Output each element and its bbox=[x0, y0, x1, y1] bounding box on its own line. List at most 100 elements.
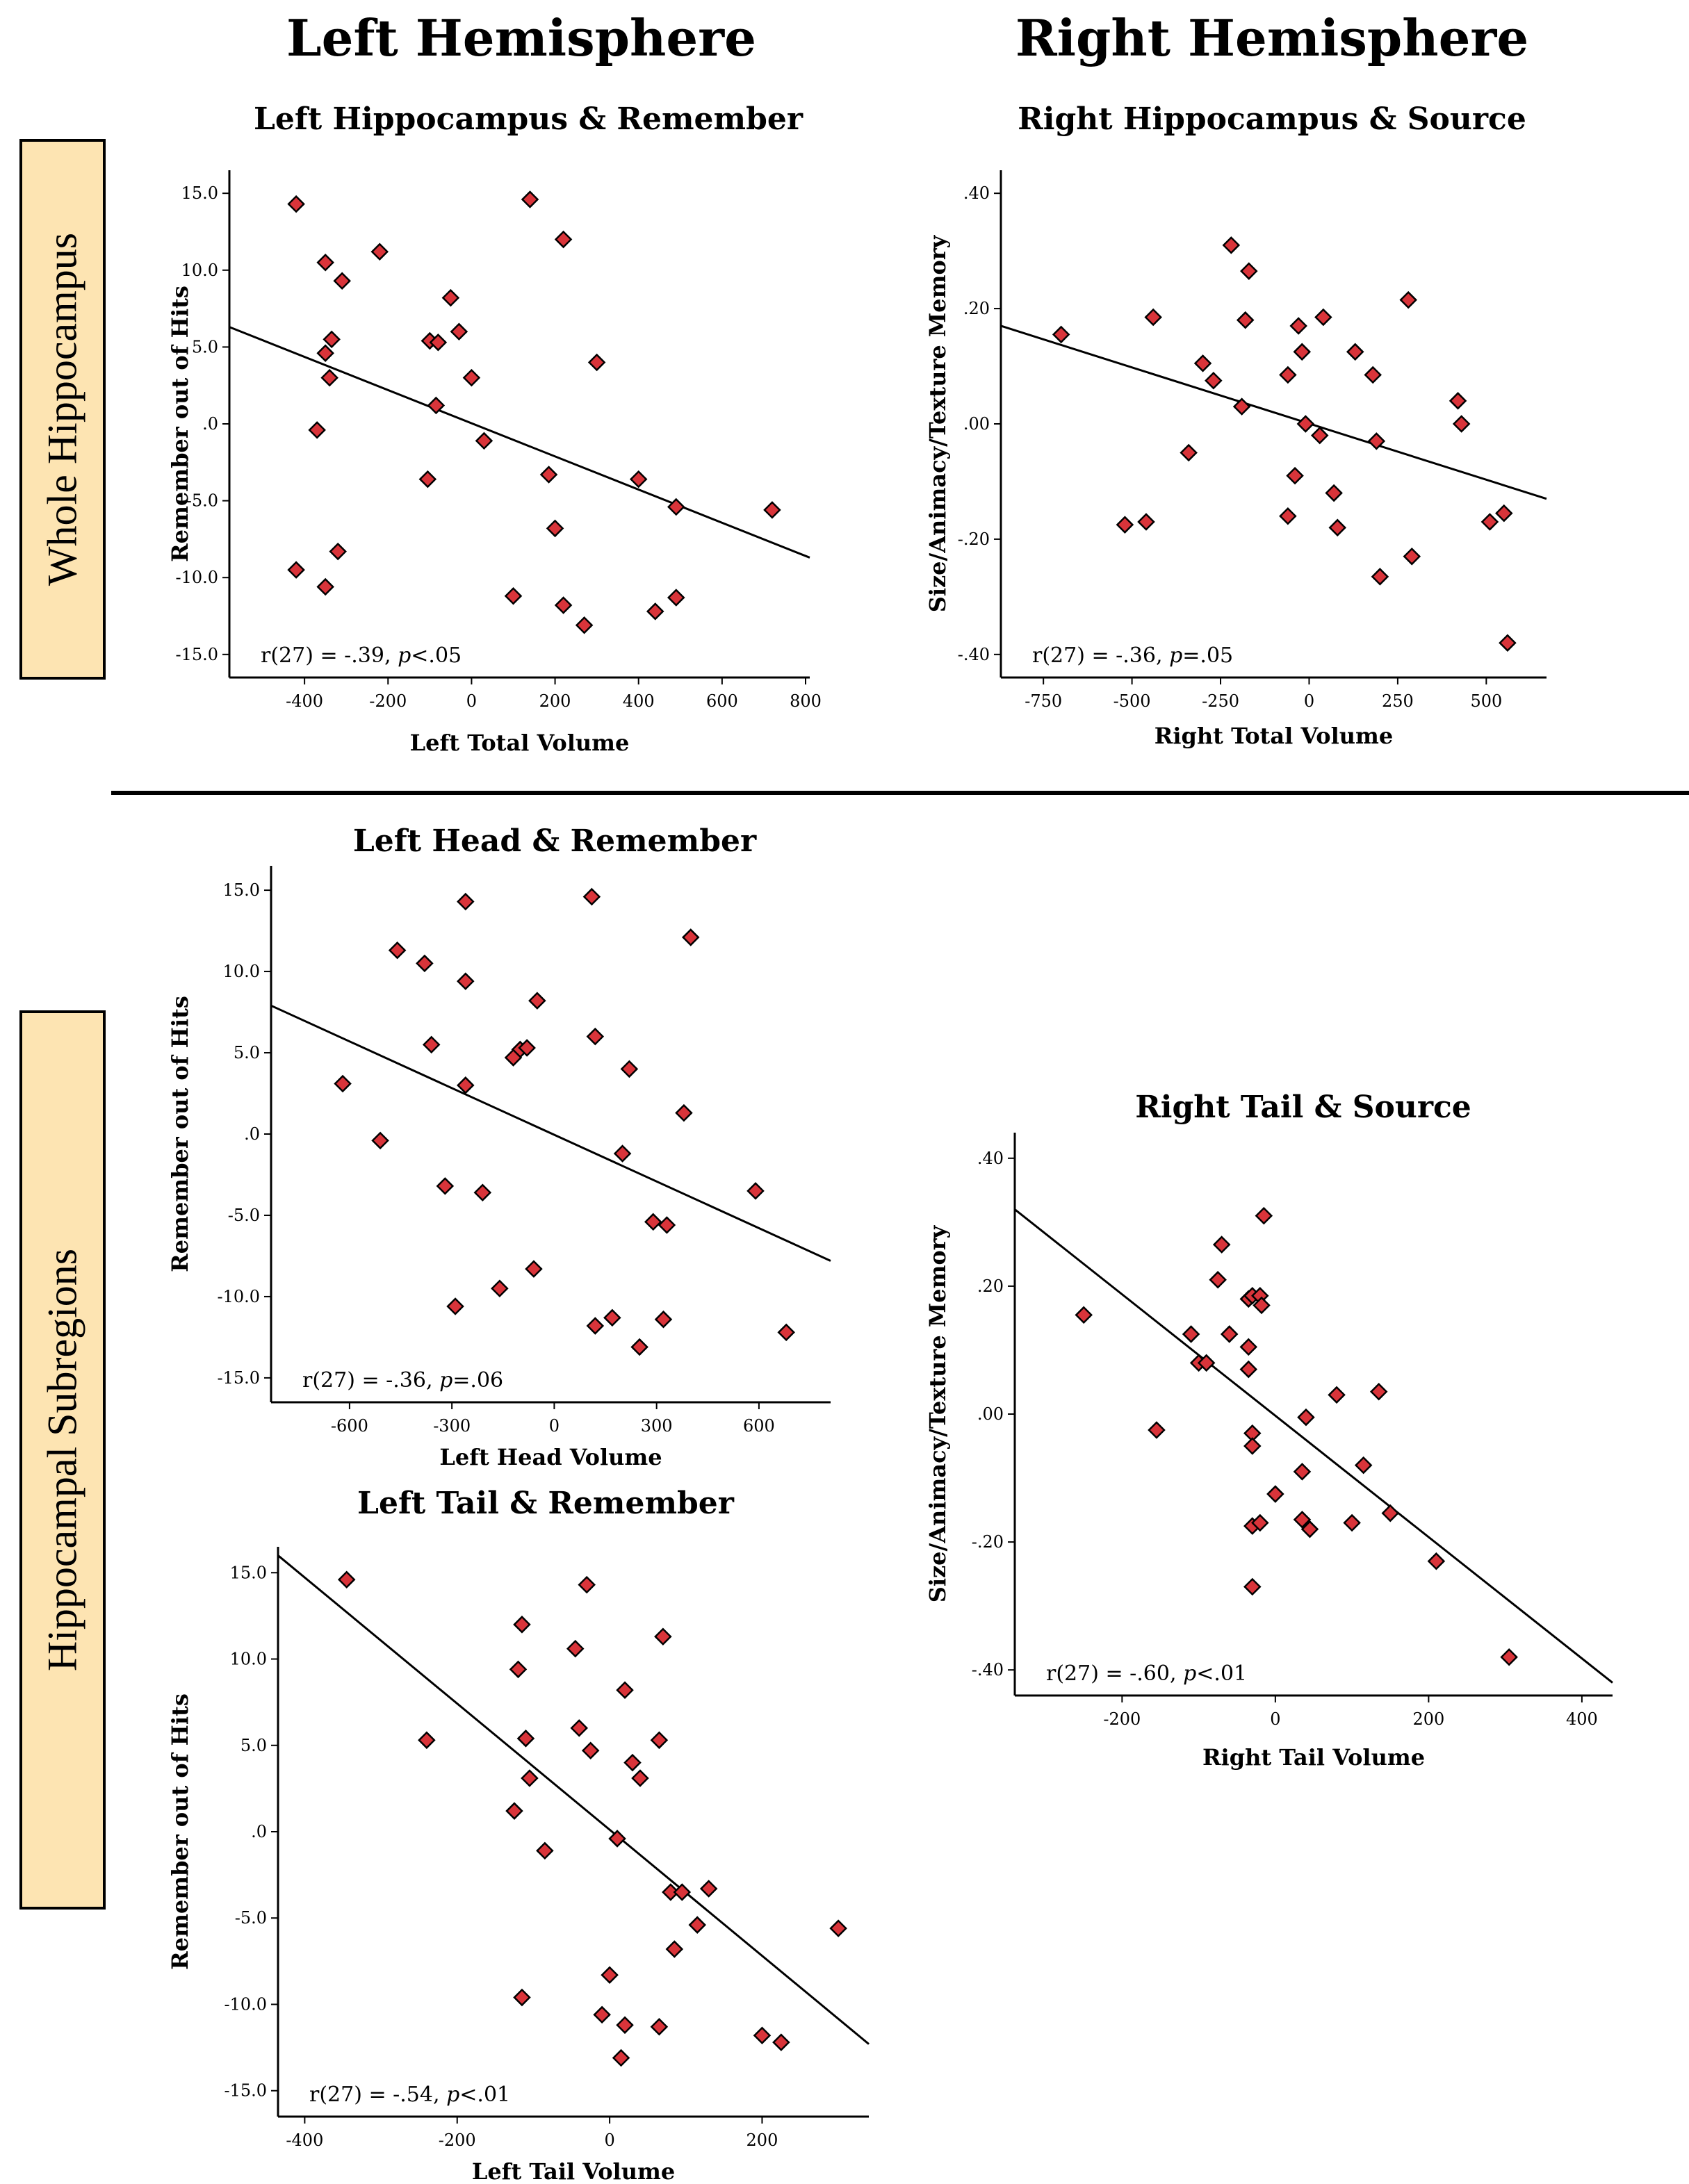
data-point bbox=[612, 2048, 630, 2067]
left-hemisphere-heading: Left Hemisphere bbox=[286, 8, 756, 67]
data-point bbox=[1500, 1648, 1518, 1666]
data-point bbox=[334, 1074, 352, 1093]
data-point bbox=[475, 432, 493, 450]
data-point bbox=[1449, 392, 1467, 410]
data-point bbox=[566, 1639, 585, 1658]
data-point bbox=[616, 1681, 634, 1700]
data-point bbox=[1399, 290, 1417, 309]
y-tick-label: 15.0 bbox=[230, 1563, 267, 1582]
data-point bbox=[329, 542, 347, 561]
data-point bbox=[1364, 366, 1382, 384]
data-point bbox=[333, 272, 351, 290]
data-point bbox=[1266, 1485, 1284, 1503]
y-tick-label: 5.0 bbox=[192, 337, 218, 356]
y-tick-label: -15.0 bbox=[175, 645, 218, 664]
data-point bbox=[829, 1919, 847, 1937]
x-tick-label: 0 bbox=[604, 2130, 614, 2150]
data-point bbox=[516, 1730, 535, 1748]
data-point bbox=[1480, 513, 1499, 531]
data-point bbox=[308, 421, 326, 439]
data-point bbox=[629, 470, 648, 488]
data-point bbox=[316, 253, 334, 272]
regression-line bbox=[1014, 1208, 1613, 1684]
chart-title: Left Hippocampus & Remember bbox=[254, 101, 803, 137]
data-point bbox=[662, 1883, 680, 1901]
data-point bbox=[513, 1616, 531, 1634]
data-point bbox=[587, 353, 606, 372]
x-tick-label: -200 bbox=[369, 691, 407, 711]
chart-left-tail-remember: Left Tail & Remember -400 -200 0 200 15.0 10.0… bbox=[167, 1486, 870, 2184]
data-point bbox=[450, 322, 468, 341]
data-point bbox=[457, 892, 475, 911]
section-divider bbox=[111, 791, 1689, 795]
stat-annotation: r(27) = -.60, p<.01 bbox=[1046, 1661, 1247, 1686]
data-point bbox=[616, 2016, 634, 2035]
data-point bbox=[646, 602, 664, 621]
data-point bbox=[539, 466, 558, 484]
data-point bbox=[1180, 443, 1198, 462]
data-point bbox=[654, 1627, 672, 1645]
y-tick-label: 15.0 bbox=[223, 880, 260, 900]
data-point bbox=[1232, 397, 1251, 416]
x-axis-label: Left Head Volume bbox=[439, 1444, 662, 1470]
data-point bbox=[1279, 366, 1297, 384]
x-axis-label: Right Tail Volume bbox=[1202, 1744, 1425, 1771]
y-axis-label: Size/Animacy/Texture Memory bbox=[924, 234, 951, 612]
data-point bbox=[1427, 1552, 1446, 1570]
regression-line bbox=[1000, 325, 1547, 500]
data-point bbox=[699, 1880, 718, 1898]
data-point bbox=[504, 586, 523, 605]
data-point bbox=[427, 396, 446, 415]
y-tick-label: 5.0 bbox=[234, 1043, 260, 1062]
y-tick-label: .40 bbox=[963, 183, 990, 203]
data-point bbox=[1137, 513, 1155, 531]
data-point bbox=[675, 1103, 693, 1122]
data-point bbox=[688, 1916, 706, 1934]
data-point bbox=[287, 561, 305, 579]
data-point bbox=[418, 470, 437, 488]
data-point bbox=[681, 928, 700, 946]
stat-annotation: r(27) = -.36, p=.05 bbox=[1032, 643, 1233, 668]
data-point bbox=[1297, 1408, 1315, 1427]
data-point bbox=[673, 1883, 692, 1901]
chart-title: Right Tail & Source bbox=[1135, 1090, 1471, 1125]
data-point bbox=[1314, 308, 1332, 327]
data-point bbox=[457, 1076, 475, 1094]
y-axis-label: Remember out of Hits bbox=[167, 1693, 193, 1970]
data-point bbox=[1300, 1520, 1319, 1538]
y-axis-label: Size/Animacy/Texture Memory bbox=[924, 1224, 951, 1602]
data-point bbox=[1052, 325, 1070, 344]
y-tick-label: -.20 bbox=[958, 529, 990, 549]
x-tick-label: 200 bbox=[1412, 1709, 1444, 1729]
y-tick-label: -15.0 bbox=[217, 1368, 260, 1388]
data-point bbox=[1243, 1437, 1262, 1455]
data-point bbox=[1328, 518, 1347, 537]
chart-title: Left Head & Remember bbox=[353, 823, 757, 859]
data-point bbox=[528, 992, 546, 1010]
data-point bbox=[650, 2018, 669, 2036]
data-point bbox=[1220, 1325, 1239, 1343]
data-point bbox=[371, 1131, 389, 1150]
data-point bbox=[416, 954, 434, 973]
data-point bbox=[521, 1769, 539, 1787]
y-tick-label: .00 bbox=[977, 1404, 1004, 1424]
x-tick-label: 200 bbox=[746, 2130, 778, 2150]
data-point bbox=[546, 519, 564, 538]
data-point bbox=[1371, 568, 1389, 586]
data-point bbox=[608, 1830, 626, 1848]
x-tick-label: 0 bbox=[466, 691, 477, 711]
y-tick-label: -10.0 bbox=[217, 1287, 260, 1306]
y-tick-label: -.20 bbox=[972, 1532, 1004, 1552]
data-point bbox=[505, 1802, 523, 1820]
y-tick-label: .20 bbox=[977, 1276, 1004, 1296]
x-tick-label: -200 bbox=[1103, 1709, 1141, 1729]
data-point bbox=[370, 243, 389, 261]
y-tick-label: -10.0 bbox=[175, 568, 218, 587]
y-axis-label: Remember out of Hits bbox=[167, 286, 193, 562]
x-tick-label: 600 bbox=[706, 691, 738, 711]
data-point bbox=[601, 1966, 619, 1985]
chart-right-hippocampus-source: Right Hippocampus & Source -750 -500 -250 0 2… bbox=[924, 101, 1547, 749]
chart-title: Left Tail & Remember bbox=[357, 1486, 735, 1521]
x-tick-label: -400 bbox=[286, 2130, 323, 2150]
data-point bbox=[1310, 426, 1329, 445]
